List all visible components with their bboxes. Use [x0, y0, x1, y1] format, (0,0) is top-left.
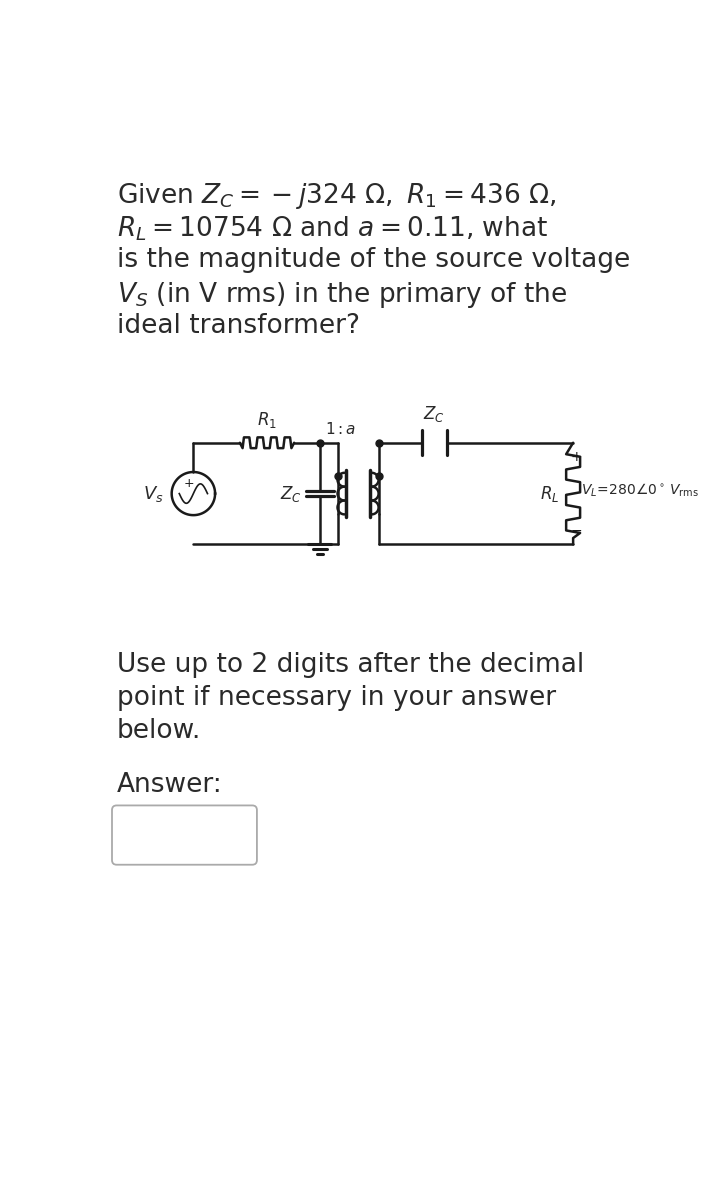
Text: $Z_C$: $Z_C$: [423, 404, 445, 425]
Text: is the magnitude of the source voltage: is the magnitude of the source voltage: [116, 247, 630, 274]
Text: −: −: [570, 523, 582, 538]
Text: $R_1$: $R_1$: [257, 410, 277, 431]
Text: $R_L = 10754\ \Omega$ and $a = 0.11$, what: $R_L = 10754\ \Omega$ and $a = 0.11$, wh…: [116, 214, 547, 242]
Text: $V_s$: $V_s$: [143, 484, 164, 504]
Text: +: +: [183, 478, 194, 490]
Text: below.: below.: [116, 719, 201, 744]
Text: Given $Z_C = -j324\ \Omega,\ R_1 = 436\ \Omega,$: Given $Z_C = -j324\ \Omega,\ R_1 = 436\ …: [116, 181, 557, 211]
Text: +: +: [570, 450, 582, 463]
Text: $1:a$: $1:a$: [324, 420, 356, 437]
Text: ideal transformer?: ideal transformer?: [116, 313, 360, 340]
Text: $V_L\!=\!280\angle 0^\circ\,V_{\rm rms}$: $V_L\!=\!280\angle 0^\circ\,V_{\rm rms}$: [581, 481, 699, 499]
Text: $R_L$: $R_L$: [540, 484, 559, 504]
Text: Answer:: Answer:: [116, 772, 222, 798]
Text: $V_S$ (in V rms) in the primary of the: $V_S$ (in V rms) in the primary of the: [116, 281, 567, 311]
Text: $Z_C$: $Z_C$: [280, 484, 302, 504]
Text: point if necessary in your answer: point if necessary in your answer: [116, 685, 556, 712]
Text: Use up to 2 digits after the decimal: Use up to 2 digits after the decimal: [116, 653, 584, 678]
FancyBboxPatch shape: [112, 805, 257, 865]
